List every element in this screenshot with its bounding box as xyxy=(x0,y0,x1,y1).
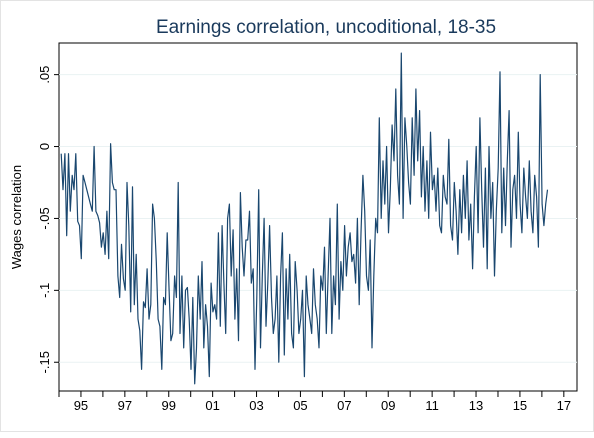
x-tick-label: 99 xyxy=(162,398,176,413)
y-tick-label: 0 xyxy=(37,143,52,150)
series-layer xyxy=(60,52,549,385)
y-tick-label: .05 xyxy=(37,66,52,84)
x-tick-label: 17 xyxy=(557,398,571,413)
x-tick-label: 97 xyxy=(118,398,132,413)
y-tick-label: -.15 xyxy=(37,351,52,373)
x-tick-label: 09 xyxy=(381,398,395,413)
chart-title: Earnings correlation, uncoditional, 18-3… xyxy=(156,17,496,38)
x-tick-label: 13 xyxy=(469,398,483,413)
x-tick-label: 11 xyxy=(425,398,439,413)
x-tick-label: 03 xyxy=(249,398,263,413)
y-tick-label: -.05 xyxy=(37,207,52,229)
y-axis-title: Wages correlation xyxy=(9,165,24,269)
x-tick-label: 01 xyxy=(205,398,219,413)
axes: .05 0 -.05 -.1 -.15 95 97 99 01 03 05 07 09 11 13 15 17 xyxy=(37,66,571,413)
y-tick-label: -.1 xyxy=(37,283,52,298)
x-tick-label: 05 xyxy=(293,398,307,413)
x-tick-label: 95 xyxy=(74,398,88,413)
x-tick-label: 15 xyxy=(513,398,527,413)
series-line xyxy=(60,52,549,385)
grid-lines xyxy=(59,74,577,363)
x-tick-label: 07 xyxy=(337,398,351,413)
